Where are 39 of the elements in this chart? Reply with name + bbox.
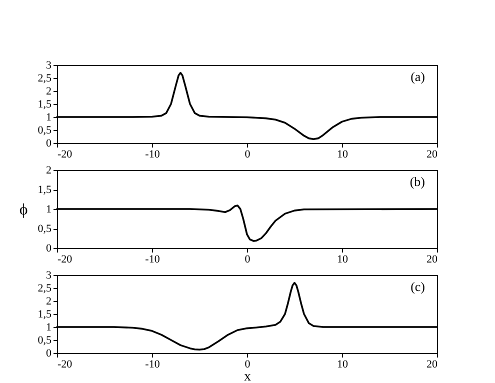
x-tick-label: 10	[337, 358, 348, 370]
x-tick-label: 20	[426, 148, 438, 160]
annotation: (b)	[410, 174, 425, 189]
x-tick-label: 10	[337, 148, 348, 160]
y-tick-label: 1	[46, 322, 52, 334]
y-tick-label: 0,5	[38, 124, 52, 136]
x-tick-label: -20	[58, 148, 73, 160]
y-tick-label: 0,5	[38, 223, 52, 235]
y-tick-label: 1	[46, 112, 52, 124]
x-tick-label: 20	[426, 358, 438, 370]
y-tick-label: 1,5	[38, 98, 52, 110]
x-tick-label: 0	[244, 148, 251, 160]
y-tick-label: 2,5	[38, 72, 52, 84]
x-tick-label: 20	[426, 254, 438, 266]
y-tick-label: 3	[46, 60, 52, 72]
x-tick-label: -20	[58, 358, 73, 370]
y-tick-label: 2	[46, 164, 52, 176]
y-tick-label: 1,5	[38, 308, 52, 320]
x-tick-label: -10	[145, 358, 160, 370]
y-tick-label: 2,5	[38, 282, 52, 294]
annotation: (a)	[410, 69, 425, 84]
y-axis-title: ϕ	[19, 202, 28, 218]
annotation: (c)	[410, 279, 425, 294]
y-tick-label: 2	[46, 86, 52, 98]
y-tick-label: 3	[46, 270, 52, 282]
y-tick-label: 1,5	[38, 184, 52, 196]
y-tick-label: 0,5	[38, 334, 52, 346]
x-tick-label: 0	[244, 358, 251, 370]
x-axis-title: x	[244, 370, 251, 383]
y-tick-label: 0	[46, 242, 52, 254]
x-tick-label: -10	[145, 148, 160, 160]
x-tick-label: -20	[58, 254, 73, 266]
y-tick-label: 0	[46, 348, 52, 360]
x-tick-label: 0	[244, 254, 251, 266]
y-tick-label: 0	[46, 138, 52, 150]
y-tick-label: 1	[46, 204, 52, 216]
x-tick-label: 10	[337, 254, 348, 266]
x-tick-label: -10	[145, 254, 160, 266]
y-tick-label: 2	[46, 296, 52, 308]
